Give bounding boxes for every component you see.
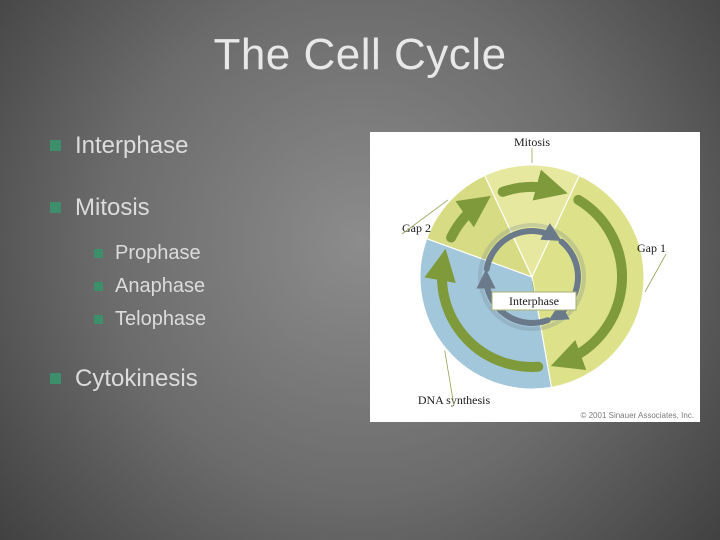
subbullet-prophase: Prophase (94, 242, 350, 265)
bullet-interphase: Interphase (50, 132, 350, 160)
slide: The Cell Cycle Interphase Mitosis Propha… (0, 0, 720, 540)
bullet-cytokinesis: Cytokinesis (50, 365, 350, 393)
square-bullet-icon (94, 282, 103, 291)
subbullet-telophase: Telophase (94, 308, 350, 331)
bullet-list: Interphase Mitosis Prophase Anaphase Tel… (50, 132, 350, 427)
slide-title: The Cell Cycle (0, 30, 720, 80)
bullet-label: Anaphase (115, 275, 205, 298)
subbullet-anaphase: Anaphase (94, 275, 350, 298)
square-bullet-icon (94, 249, 103, 258)
bullet-label: Interphase (75, 132, 188, 160)
square-bullet-icon (50, 373, 61, 384)
square-bullet-icon (94, 315, 103, 324)
bullet-label: Mitosis (75, 194, 150, 222)
bullet-label: Telophase (115, 308, 206, 331)
square-bullet-icon (50, 202, 61, 213)
cell-cycle-svg: MitosisGap 1DNA synthesisGap 2Interphase (370, 132, 700, 422)
bullet-label: Prophase (115, 242, 201, 265)
cell-cycle-diagram: MitosisGap 1DNA synthesisGap 2Interphase… (370, 132, 700, 422)
svg-text:Interphase: Interphase (509, 294, 559, 308)
sub-bullet-list: Prophase Anaphase Telophase (50, 242, 350, 331)
bullet-mitosis: Mitosis (50, 194, 350, 222)
diagram-credit: © 2001 Sinauer Associates, Inc. (580, 411, 694, 420)
svg-text:Mitosis: Mitosis (514, 135, 550, 149)
bullet-label: Cytokinesis (75, 365, 198, 393)
square-bullet-icon (50, 140, 61, 151)
svg-text:Gap 1: Gap 1 (637, 241, 666, 255)
